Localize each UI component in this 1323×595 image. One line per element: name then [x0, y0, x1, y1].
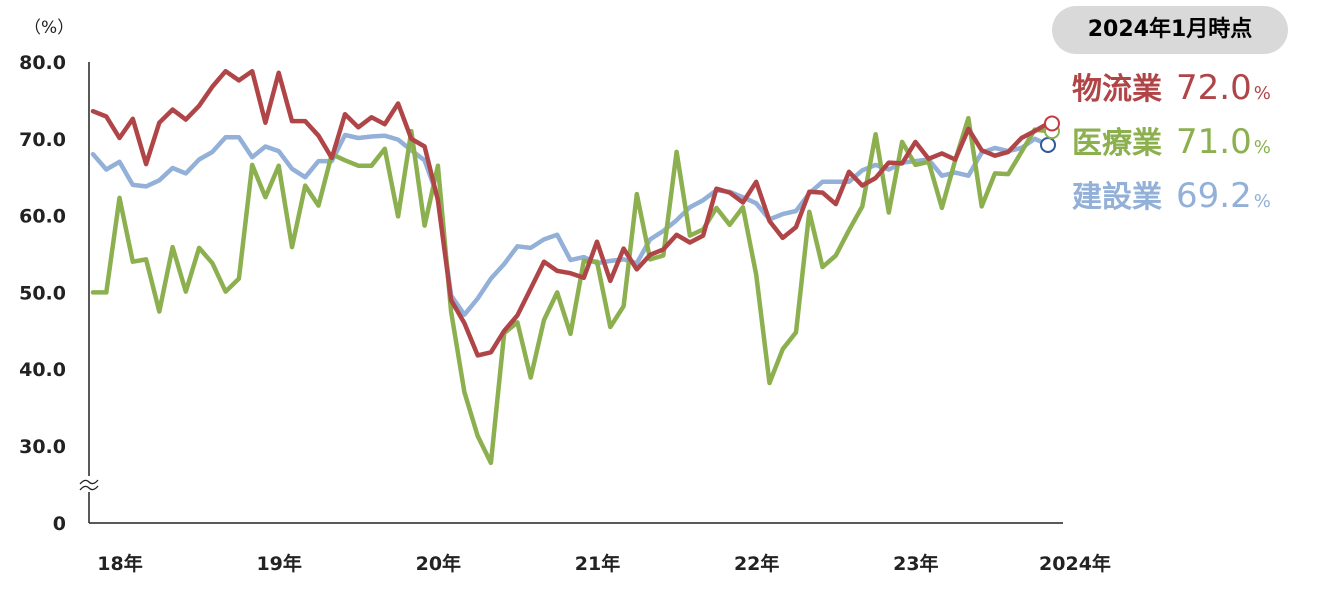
y-unit-label: （%）: [24, 18, 74, 38]
y-tick-label: 60.0: [19, 206, 66, 228]
legend-name: 医療業: [1072, 126, 1162, 161]
legend-item-medical: 医療業 71.0%: [1072, 118, 1271, 162]
series-lines: [90, 68, 1051, 466]
legend-value: 69.2: [1176, 176, 1252, 216]
legend-name: 物流業: [1072, 72, 1162, 107]
legend-panel: 2024年1月時点 物流業 72.0% 医療業 71.0% 建設業 69.2%: [1052, 6, 1322, 216]
x-tick-label: 18年: [97, 552, 142, 575]
endpoint-marker-0: [1044, 115, 1060, 132]
endpoint-markers: [1040, 115, 1060, 153]
endpoint-marker-2: [1040, 136, 1056, 153]
x-tick-label: 19年: [256, 552, 301, 575]
x-tick-label: 21年: [575, 552, 620, 575]
y-tick-label: 50.0: [19, 282, 66, 304]
legend-unit: %: [1253, 83, 1271, 104]
legend-value: 72.0: [1176, 68, 1252, 108]
x-tick-label: 2024年: [1039, 552, 1111, 575]
x-axis-ticks: 18年 19年 20年 21年 22年 23年 2024年: [97, 552, 1111, 575]
legend-item-construction: 建設業 69.2%: [1072, 172, 1271, 216]
series-line-0: [90, 68, 1051, 358]
series-line-2: [90, 132, 1051, 317]
legend-value: 71.0: [1176, 122, 1252, 162]
y-tick-label: 80.0: [19, 52, 66, 74]
legend-item-logistics: 物流業 72.0%: [1072, 64, 1271, 108]
x-tick-label: 20年: [416, 552, 461, 575]
y-axis-break-icon: [79, 476, 99, 492]
y-tick-label: 70.0: [19, 129, 66, 151]
legend-unit: %: [1253, 137, 1271, 158]
y-tick-label: 40.0: [19, 359, 66, 381]
legend-name: 建設業: [1072, 180, 1162, 215]
y-tick-label: 30.0: [19, 436, 66, 458]
y-axis-ticks: 80.0 70.0 60.0 50.0 40.0 30.0 0: [19, 52, 66, 535]
legend-unit: %: [1253, 191, 1271, 212]
legend-title-badge: 2024年1月時点: [1052, 6, 1288, 54]
y-tick-label: 0: [53, 513, 66, 535]
x-tick-label: 22年: [734, 552, 779, 575]
series-line-1: [90, 115, 1051, 466]
x-tick-label: 23年: [893, 552, 938, 575]
